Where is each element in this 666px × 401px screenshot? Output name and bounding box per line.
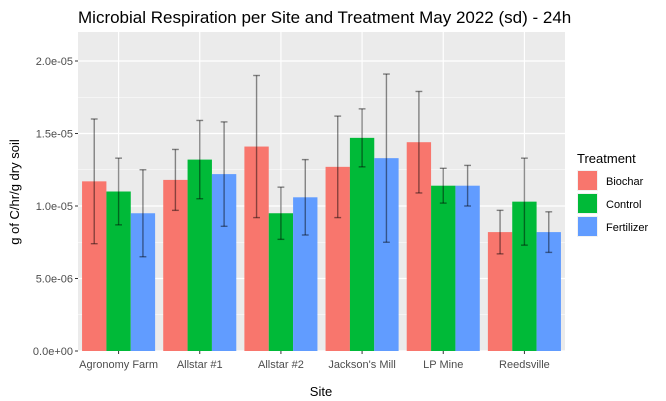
y-tick-label: 1.5e-05: [36, 129, 73, 141]
bar-biochar-2: [244, 146, 269, 351]
errorbar-control-1: [196, 119, 204, 200]
x-axis: Agronomy Farm Allstar #1 Allstar #2 Jackson…: [79, 351, 550, 371]
errorbars-layer: [90, 73, 553, 258]
errorbar-control-5: [521, 157, 528, 246]
y-axis-title: g of C/hr/g dry soil: [7, 139, 22, 245]
bar-control-0: [106, 191, 131, 351]
legend-title: Treatment: [577, 151, 636, 166]
bar-control-2: [268, 213, 294, 351]
legend-item-biochar: Biochar: [577, 170, 644, 191]
x-tick-label: LP Mine: [423, 359, 463, 371]
bar-fertilizer-0: [130, 213, 156, 351]
bar-biochar-0: [82, 181, 107, 351]
chart-title: Microbial Respiration per Site and Treat…: [78, 8, 571, 27]
errorbar-fertilizer-4: [464, 164, 472, 207]
errorbar-fertilizer-0: [139, 169, 147, 258]
bar-fertilizer-3: [374, 158, 399, 351]
legend-key-swatch: [578, 194, 597, 213]
errorbar-biochar-0: [90, 118, 98, 245]
x-tick-label: Jackson's Mill: [328, 359, 396, 371]
bar-biochar-4: [406, 142, 432, 351]
y-axis: 0.0e+00 5.0e-06 1.0e-05 1.5e-05 2.0e-05: [33, 56, 78, 358]
legend-item-fertilizer: Fertilizer: [577, 216, 649, 237]
legend-key-swatch: [578, 171, 597, 190]
plot-panel: [78, 32, 565, 351]
errorbar-control-3: [358, 108, 366, 168]
bar-fertilizer-2: [293, 197, 318, 351]
errorbar-fertilizer-1: [220, 121, 228, 228]
errorbar-biochar-1: [171, 148, 179, 212]
x-axis-title: Site: [310, 384, 332, 399]
x-tick-label: Allstar #1: [177, 359, 223, 371]
errorbar-control-0: [115, 157, 122, 226]
bar-biochar-1: [163, 179, 188, 351]
errorbar-fertilizer-2: [301, 158, 309, 236]
errorbar-biochar-5: [496, 209, 504, 255]
x-tick-label: Agronomy Farm: [79, 359, 158, 371]
bar-control-4: [431, 185, 456, 351]
bar-biochar-3: [325, 166, 350, 351]
legend-key-swatch: [578, 217, 597, 236]
bar-control-1: [187, 159, 212, 351]
errorbar-biochar-4: [415, 90, 423, 194]
errorbar-biochar-2: [253, 74, 260, 219]
legend-label: Biochar: [606, 176, 644, 188]
x-tick-label: Allstar #2: [258, 359, 304, 371]
y-tick-label: 5.0e-06: [36, 274, 73, 286]
legend: Treatment Biochar Control Fertilizer: [577, 151, 649, 237]
legend-label: Control: [606, 199, 641, 211]
x-tick-label: Reedsville: [499, 359, 550, 371]
errorbar-control-4: [439, 167, 447, 204]
errorbar-fertilizer-3: [383, 73, 390, 243]
bar-fertilizer-5: [536, 232, 561, 351]
bars-layer: [82, 137, 561, 351]
bar-biochar-5: [487, 232, 513, 351]
errorbar-fertilizer-5: [545, 211, 553, 254]
bar-control-5: [512, 201, 537, 351]
errorbar-biochar-3: [334, 115, 342, 219]
bar-fertilizer-1: [211, 174, 237, 351]
legend-label: Fertilizer: [606, 222, 649, 234]
bar-control-3: [349, 137, 375, 351]
errorbar-control-2: [277, 186, 285, 241]
y-tick-label: 0.0e+00: [33, 346, 73, 358]
y-tick-label: 2.0e-05: [36, 56, 73, 68]
y-tick-label: 1.0e-05: [36, 201, 73, 213]
legend-item-control: Control: [577, 193, 641, 214]
bar-fertilizer-4: [455, 185, 480, 351]
